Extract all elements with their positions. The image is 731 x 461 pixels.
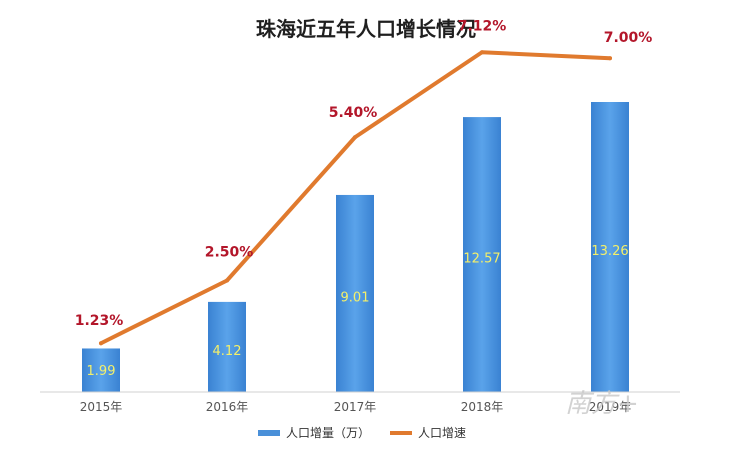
bar-4	[463, 117, 501, 392]
rate-value-label-5: 7.00%	[604, 30, 653, 46]
legend-swatch-line	[390, 431, 412, 435]
rate-labels-layer: 1.23% 2.50% 5.40% 7.12% 7.00%	[75, 18, 653, 329]
x-tick-label-3: 2017年	[334, 400, 377, 414]
bar-2	[208, 301, 246, 392]
bar-value-label-4: 12.57	[463, 252, 500, 267]
rate-point-4	[480, 50, 484, 55]
x-tick-labels: 2015年 2016年 2017年 2018年 2019年	[80, 400, 632, 414]
bar-labels-layer: 1.99 4.12 9.01 12.57 13.26	[87, 244, 629, 379]
x-tick-label-5: 2019年	[589, 400, 632, 414]
bar-value-label-3: 9.01	[341, 290, 370, 305]
watermark-text: 南方+	[565, 389, 639, 419]
rate-value-label-2: 2.50%	[205, 245, 254, 261]
rate-point-5	[608, 56, 612, 61]
legend-label-line: 人口增速	[418, 426, 466, 440]
line-layer	[99, 50, 612, 346]
x-tick-label-2: 2016年	[206, 400, 249, 414]
rate-point-2	[225, 278, 229, 283]
bar-5	[591, 102, 629, 392]
bar-3	[336, 194, 374, 392]
x-tick-label-1: 2015年	[80, 400, 123, 414]
chart-title: 珠海近五年人口增长情况	[256, 17, 476, 41]
rate-value-label-4: 7.12%	[458, 18, 507, 34]
bar-value-label-2: 4.12	[213, 344, 242, 359]
bar-1	[82, 348, 120, 392]
bars-layer	[82, 102, 629, 392]
legend-label-bar: 人口增量（万）	[286, 426, 370, 440]
rate-value-label-3: 5.40%	[329, 105, 378, 121]
x-tick-label-4: 2018年	[461, 400, 504, 414]
bar-value-label-1: 1.99	[87, 364, 116, 379]
rate-point-3	[353, 135, 357, 140]
legend-swatch-bar	[258, 430, 280, 436]
bar-value-label-5: 13.26	[591, 244, 628, 259]
legend: 人口增量（万） 人口增速	[258, 426, 466, 440]
rate-value-label-1: 1.23%	[75, 313, 124, 329]
rate-point-1	[99, 341, 103, 346]
